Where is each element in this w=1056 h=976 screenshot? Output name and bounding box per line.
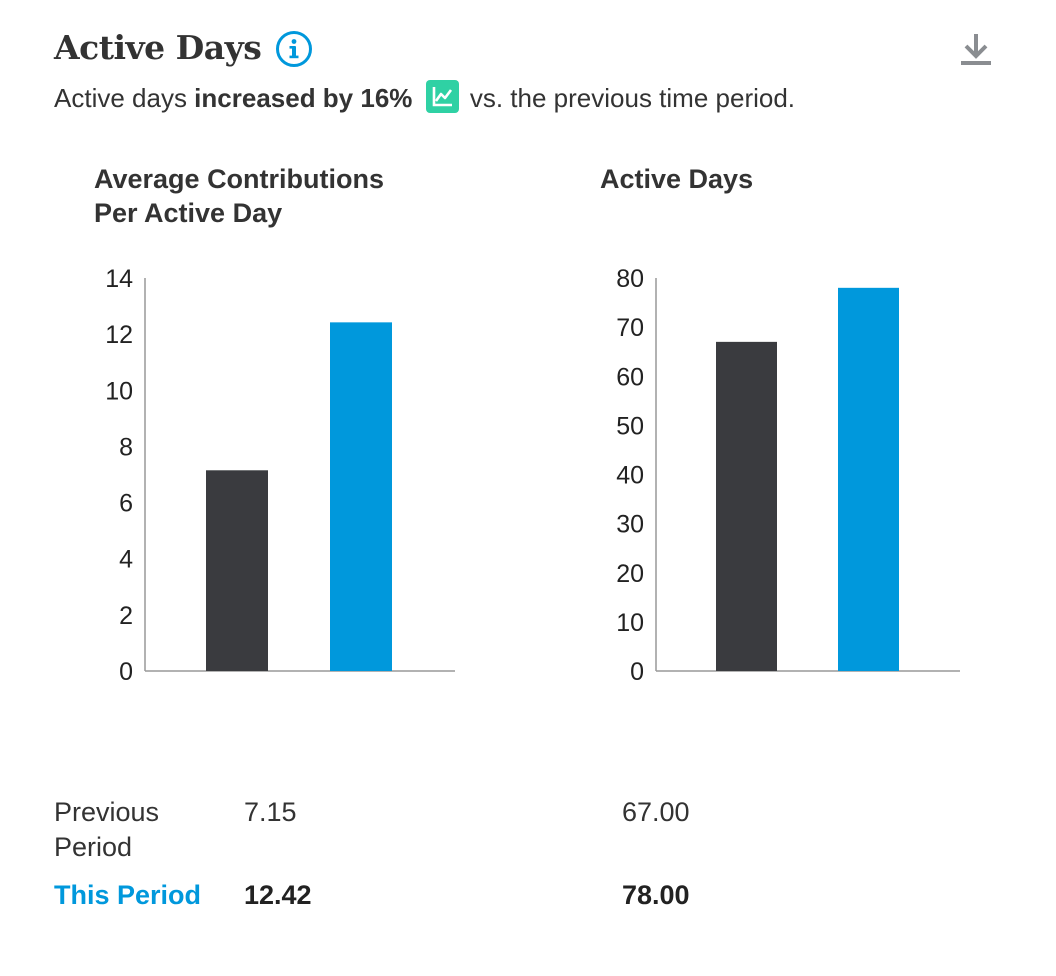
chart-1-y-tick-label: 8 [119,433,133,461]
chart-1-y-tick-label: 12 [105,321,133,349]
chart-1-y-tick-label: 10 [105,377,133,405]
card-title: Active Days [54,28,262,67]
chart-2-bar-previous[interactable] [716,341,777,671]
previous-period-label: Previous Period [54,795,159,865]
chart-1-bar-this[interactable] [330,322,392,671]
previous-label-line-1: Previous [54,797,160,827]
chart-1-y-tick-label: 4 [119,546,133,574]
chart-2-y-tick-label: 10 [616,609,644,637]
trend-up-icon [425,80,459,113]
chart-1-title: Average Contributions Per Active Day [94,162,454,230]
chart-2-y-tick-label: 60 [616,363,644,391]
chart-1-y-tick-label: 14 [105,265,133,293]
chart-2-y-tick-label: 20 [616,560,644,588]
info-icon[interactable] [275,30,313,68]
summary-prefix: Active days [54,83,195,113]
chart-2-y-tick-label: 50 [616,412,644,440]
chart-2-title: Active Days [600,162,960,196]
this-value-contributions: 12.42 [244,880,312,910]
chart-1-title-line-1: Average Contributions [94,164,385,194]
chart-2-y-tick-label: 40 [616,462,644,490]
chart-2-bar-this[interactable] [838,287,899,671]
summary-suffix: vs. the previous time period. [462,83,796,113]
chart-2-y-tick-label: 0 [630,658,644,686]
summary-highlight: increased by 16% [194,83,413,113]
previous-label-line-2: Period [54,832,133,862]
chart-2-title-line-1: Active Days [600,164,754,194]
download-icon[interactable] [958,32,994,68]
this-period-label: This Period [54,880,202,910]
chart-2-y-tick-label: 80 [616,265,644,293]
chart-1-title-line-2: Per Active Day [94,198,283,228]
chart-1-bar-previous[interactable] [206,470,268,671]
chart-1-y-tick-label: 2 [119,602,133,630]
chart-1-y-tick-label: 6 [119,490,133,518]
previous-value-active-days: 67.00 [622,797,690,827]
bar-charts: 0 2 4 6 8 10 12 14 0 10 20 30 40 50 60 70 80 [105,265,960,686]
previous-value-contributions: 7.15 [244,797,297,827]
chart-2-y-tick-label: 70 [616,314,644,342]
this-value-active-days: 78.00 [622,880,690,910]
chart-2-y-tick-label: 30 [616,511,644,539]
chart-1-y-tick-label: 0 [119,658,133,686]
summary-text: Active days increased by 16% vs. the pre… [54,80,795,114]
